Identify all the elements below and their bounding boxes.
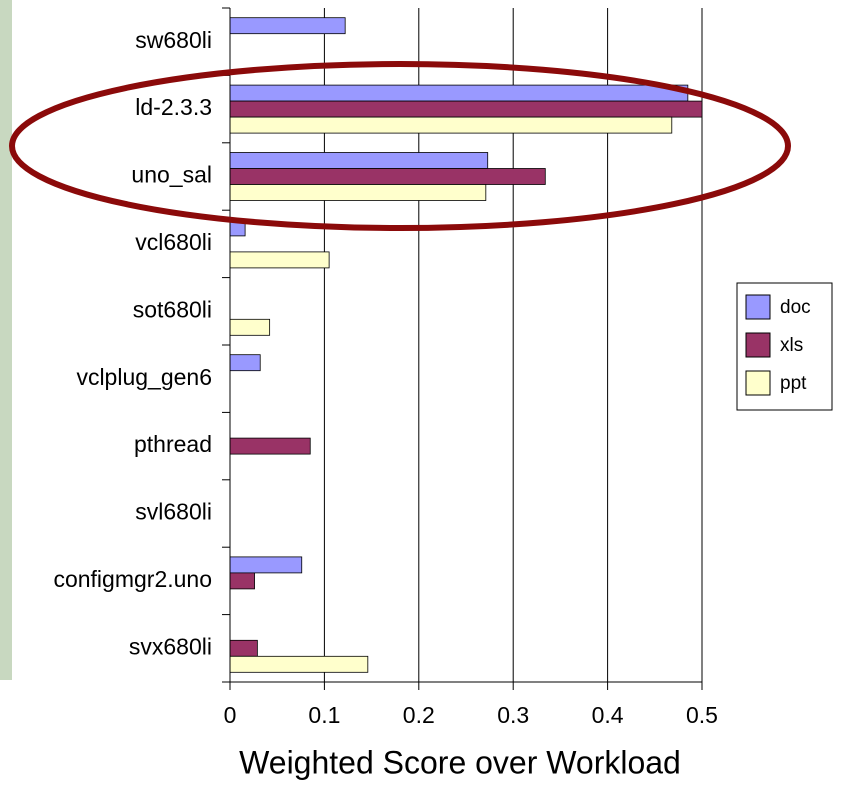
bar (230, 573, 255, 589)
y-tick-label: configmgr2.uno (53, 566, 212, 592)
bar (230, 101, 702, 117)
bar (230, 319, 270, 335)
bar (230, 438, 310, 454)
legend-swatch (746, 371, 770, 395)
x-tick-label: 0.4 (592, 702, 624, 728)
bar (230, 153, 488, 169)
bar (230, 355, 260, 371)
x-tick-label: 0.2 (403, 702, 435, 728)
bar (230, 85, 688, 101)
legend-swatch (746, 295, 770, 319)
bar (230, 185, 486, 201)
bar (230, 252, 329, 268)
y-tick-label: vcl680li (135, 229, 212, 255)
x-tick-label: 0 (224, 702, 237, 728)
x-tick-label: 0.3 (497, 702, 529, 728)
page: {"chart_data": { "type": "barh", "x_labe… (0, 0, 848, 787)
y-tick-label: sw680li (135, 27, 212, 53)
bar (230, 117, 672, 133)
y-tick-label: svl680li (135, 499, 212, 525)
y-tick-label: uno_sal (131, 162, 212, 188)
bar (230, 656, 368, 672)
x-tick-label: 0.5 (686, 702, 718, 728)
bar (230, 640, 257, 656)
legend-label: doc (780, 297, 811, 318)
legend-label: xls (780, 335, 803, 356)
bar (230, 557, 302, 573)
x-axis-title: Weighted Score over Workload (239, 744, 681, 780)
x-tick-label: 0.1 (308, 702, 340, 728)
y-tick-label: pthread (134, 431, 212, 457)
legend-label: ppt (780, 373, 807, 394)
plot-area: 0 0.1 0.2 0.3 0.4 0.5 sw680li ld-2.3.3 uno_salvc… (53, 8, 832, 728)
legend-swatch (746, 333, 770, 357)
y-tick-label: svx680li (129, 633, 212, 659)
y-tick-label: ld-2.3.3 (135, 94, 212, 120)
bar (230, 18, 345, 34)
y-tick-label: sot680li (133, 296, 212, 322)
bar (230, 169, 545, 185)
y-tick-label: vclplug_gen6 (76, 364, 212, 390)
chart: Weighted Score over Workload 00.10.20.30… (0, 0, 848, 787)
background-window-edge (0, 0, 12, 680)
